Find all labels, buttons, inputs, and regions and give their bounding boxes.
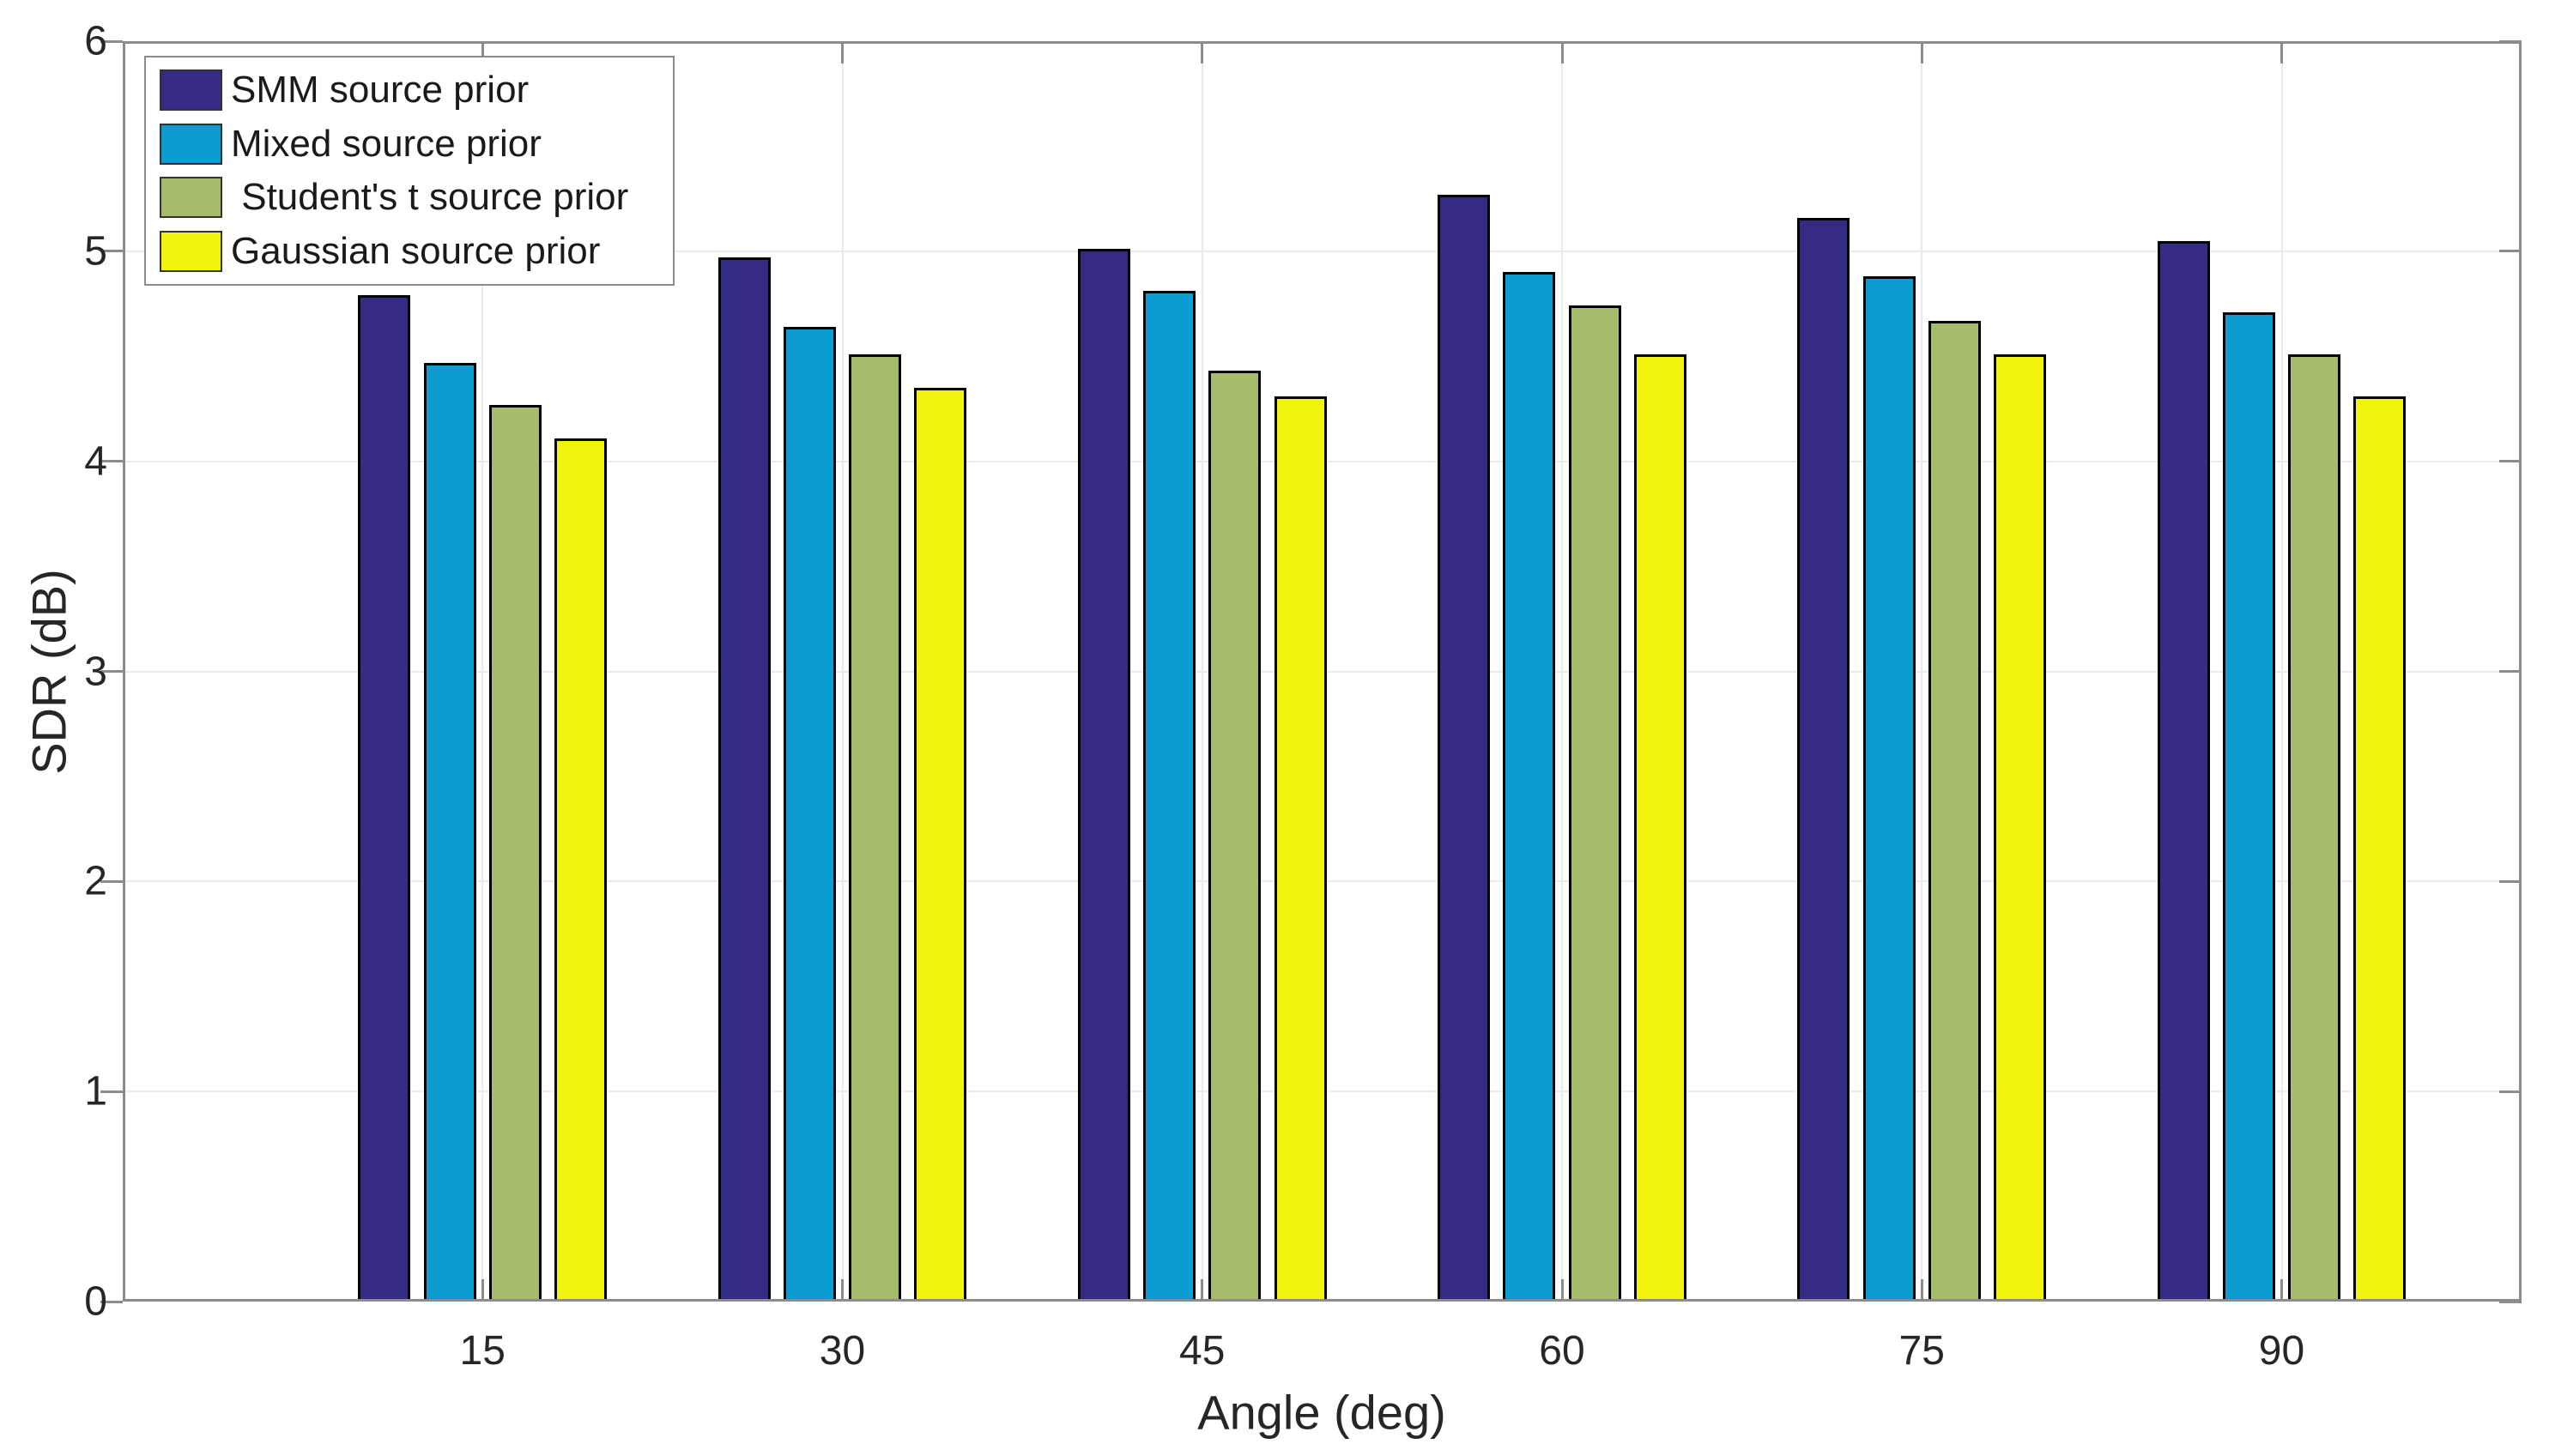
bar-75deg-series3 (1928, 320, 1981, 1302)
bar-15deg-series3 (488, 404, 542, 1302)
bar-45deg-series4 (1274, 396, 1327, 1302)
v-gridline (841, 41, 844, 1302)
legend: SMM source prior Mixed source prior Stude… (144, 56, 675, 286)
y-tick-label: 4 (84, 438, 107, 485)
v-gridline (1561, 41, 1563, 1302)
y-tick-mark (100, 1090, 123, 1093)
bar-90deg-series3 (2288, 353, 2341, 1302)
legend-label: Gaussian source prior (231, 230, 601, 273)
x-tick-mark-top (481, 41, 484, 63)
bar-30deg-series4 (914, 387, 967, 1302)
bar-90deg-series2 (2222, 311, 2275, 1302)
x-tick-mark (841, 1279, 844, 1302)
y-tick-label: 0 (84, 1278, 107, 1325)
v-gridline (481, 41, 484, 1302)
x-tick-mark (1560, 1279, 1564, 1302)
y-tick-mark (100, 879, 123, 883)
bar-75deg-series4 (1994, 353, 2047, 1302)
y-tick-mark-right (2499, 1300, 2522, 1303)
x-tick-mark-top (1920, 41, 1923, 63)
v-gridline (2280, 41, 2283, 1302)
x-tick-mark (1920, 1279, 1923, 1302)
y-tick-mark-right (2499, 39, 2522, 43)
x-tick-mark-top (2280, 41, 2283, 63)
x-tick-label: 75 (1898, 1328, 1945, 1374)
bar-45deg-series2 (1143, 291, 1196, 1302)
y-tick-label: 6 (84, 18, 107, 64)
bar-30deg-series1 (717, 257, 771, 1302)
bar-90deg-series4 (2353, 396, 2407, 1302)
x-tick-mark (1201, 1279, 1204, 1302)
y-tick-mark-right (2499, 670, 2522, 673)
v-gridline (1201, 41, 1203, 1302)
x-tick-label: 60 (1539, 1328, 1585, 1374)
x-tick-mark-top (841, 41, 844, 63)
legend-label: Student's t source prior (231, 176, 629, 219)
legend-label: Mixed source prior (231, 122, 542, 165)
legend-swatch-series2 (160, 123, 222, 165)
bar-15deg-series1 (358, 295, 411, 1302)
legend-item: Student's t source prior (160, 176, 673, 219)
x-axis-label: Angle (deg) (1197, 1385, 1446, 1440)
bar-75deg-series2 (1862, 276, 1916, 1302)
bar-60deg-series3 (1568, 305, 1621, 1302)
x-tick-mark-top (1560, 41, 1564, 63)
legend-item: Mixed source prior (160, 123, 673, 166)
x-tick-mark (2280, 1279, 2283, 1302)
x-tick-mark (481, 1279, 484, 1302)
y-tick-mark (100, 460, 123, 463)
bar-30deg-series3 (849, 353, 902, 1302)
y-tick-mark-right (2499, 879, 2522, 883)
y-tick-label: 3 (84, 649, 107, 694)
y-tick-mark (100, 250, 123, 253)
x-tick-label: 90 (2258, 1328, 2305, 1374)
legend-item: Gaussian source prior (160, 230, 673, 273)
v-gridline (1921, 41, 1923, 1302)
y-tick-mark-right (2499, 250, 2522, 253)
bar-90deg-series1 (2157, 240, 2210, 1302)
h-gridline (123, 250, 2522, 252)
bar-45deg-series1 (1077, 249, 1130, 1302)
legend-label: SMM source prior (231, 68, 530, 111)
y-tick-mark-right (2499, 1090, 2522, 1093)
bar-60deg-series1 (1438, 194, 1490, 1302)
legend-swatch-series4 (160, 231, 222, 273)
x-tick-label: 15 (459, 1328, 506, 1374)
x-tick-label: 45 (1179, 1328, 1226, 1374)
y-tick-mark (100, 670, 123, 673)
legend-item: SMM source prior (160, 69, 673, 112)
legend-swatch-series1 (160, 69, 222, 111)
bar-75deg-series1 (1797, 217, 1850, 1302)
y-tick-label: 2 (84, 858, 107, 904)
legend-swatch-series3 (160, 177, 222, 219)
y-tick-label: 5 (84, 228, 107, 275)
x-tick-label: 30 (819, 1328, 866, 1374)
bar-15deg-series4 (554, 438, 608, 1302)
y-tick-label: 1 (84, 1068, 107, 1115)
bar-60deg-series4 (1633, 353, 1686, 1302)
bar-15deg-series2 (423, 362, 476, 1302)
x-tick-mark-top (1201, 41, 1204, 63)
y-tick-mark-right (2499, 460, 2522, 463)
y-tick-mark (100, 39, 123, 43)
y-tick-mark (100, 1300, 123, 1303)
bar-60deg-series2 (1503, 272, 1556, 1302)
bar-45deg-series3 (1208, 371, 1262, 1302)
